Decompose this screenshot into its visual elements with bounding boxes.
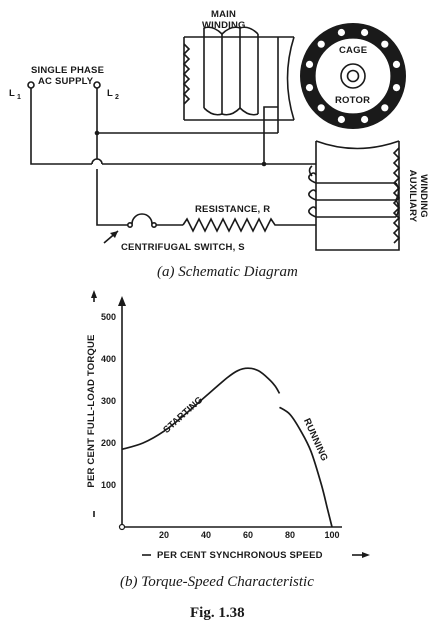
label-l2-sub: 2 — [115, 94, 119, 101]
auxiliary-winding — [308, 140, 401, 251]
rotor-bar — [392, 84, 401, 92]
torque-speed-chart: 100 200 300 400 500 20 40 60 80 100 STARTINGRUNN… — [86, 290, 370, 590]
switch-label: CENTRIFUGAL SWITCH, S — [121, 242, 245, 253]
y-axis-arrow — [91, 290, 97, 517]
series-label-starting: STARTING — [161, 394, 205, 435]
supply-label-line1: SINGLE PHASE — [31, 65, 104, 76]
x-tick-label: 60 — [243, 530, 253, 540]
rotor-label: ROTOR — [335, 95, 370, 106]
rotor-bar — [317, 104, 325, 112]
rotor-bar — [392, 60, 401, 68]
resistance-label: RESISTANCE, R — [195, 204, 270, 215]
y-tick-label: 200 — [101, 438, 116, 448]
figure-label: Fig. 1.38 — [190, 605, 245, 621]
series-line-starting — [121, 367, 281, 451]
rotor-bar — [337, 28, 345, 37]
series-line-running — [279, 406, 333, 528]
rotor-bar — [317, 40, 325, 48]
x-tick-label: 20 — [159, 530, 169, 540]
wire-l2 — [94, 37, 279, 226]
x-tick-labels: 20 40 60 80 100 — [159, 530, 340, 540]
label-l2: L — [107, 88, 113, 99]
terminal-l2 — [93, 81, 101, 89]
caption-schematic: (a) Schematic Diagram — [157, 264, 298, 280]
rotor-slots — [305, 28, 401, 124]
x-tick-label: 100 — [324, 530, 339, 540]
y-axis — [118, 296, 126, 527]
y-tick-label: 500 — [101, 312, 116, 322]
x-tick-label: 80 — [285, 530, 295, 540]
rotor-bar — [361, 28, 369, 37]
caption-chart: (b) Torque-Speed Characteristic — [120, 574, 314, 590]
terminal-l1 — [27, 81, 35, 89]
schematic-diagram: L 1 L 2 SINGLE PHASE AC SUPPLY — [9, 9, 429, 280]
y-axis-label: PER CENT FULL-LOAD TORQUE — [86, 334, 97, 487]
y-tick-label: 300 — [101, 396, 116, 406]
cage-label: CAGE — [339, 45, 367, 56]
rotor-bar — [381, 104, 389, 112]
rotor-bar — [361, 115, 369, 124]
auxiliary-label-line1: AUXILIARY — [407, 170, 418, 223]
main-winding-label-line2: WINDING — [202, 20, 246, 31]
x-axis-label: PER CENT SYNCHRONOUS SPEED — [157, 550, 323, 561]
centrifugal-switch — [103, 213, 183, 244]
label-l1-sub: 1 — [17, 94, 21, 101]
rotor-bar — [305, 60, 314, 68]
main-winding-label-line1: MAIN — [211, 9, 236, 20]
rotor-bar — [305, 84, 314, 92]
rotor-bar — [337, 115, 345, 124]
resistance — [182, 217, 316, 233]
origin-marker — [118, 523, 126, 531]
main-winding — [182, 26, 295, 121]
supply-label-line2: AC SUPPLY — [38, 76, 94, 87]
label-l1: L — [9, 88, 15, 99]
x-axis-arrow — [142, 552, 370, 558]
y-tick-labels: 100 200 300 400 500 — [101, 312, 116, 490]
y-tick-label: 400 — [101, 354, 116, 364]
auxiliary-label-line2: WINDING — [418, 174, 429, 218]
y-tick-label: 100 — [101, 480, 116, 490]
wire-l1 — [30, 88, 316, 167]
rotor-bar — [381, 40, 389, 48]
cage-rotor — [300, 23, 406, 129]
x-tick-label: 40 — [201, 530, 211, 540]
